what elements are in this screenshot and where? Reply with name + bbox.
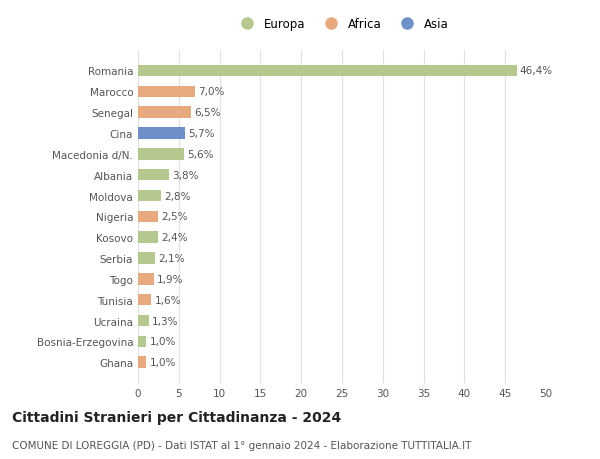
Bar <box>138 107 191 118</box>
Legend: Europa, Africa, Asia: Europa, Africa, Asia <box>230 13 454 35</box>
Bar <box>138 232 158 243</box>
Bar <box>138 169 169 181</box>
Text: 1,3%: 1,3% <box>152 316 178 326</box>
Bar <box>138 336 146 347</box>
Bar <box>138 86 195 98</box>
Text: 2,5%: 2,5% <box>161 212 188 222</box>
Text: 1,9%: 1,9% <box>157 274 183 284</box>
Text: 1,0%: 1,0% <box>149 358 176 367</box>
Bar <box>138 149 184 160</box>
Bar <box>138 253 155 264</box>
Text: COMUNE DI LOREGGIA (PD) - Dati ISTAT al 1° gennaio 2024 - Elaborazione TUTTITALI: COMUNE DI LOREGGIA (PD) - Dati ISTAT al … <box>12 440 472 450</box>
Text: 1,0%: 1,0% <box>149 336 176 347</box>
Bar <box>138 274 154 285</box>
Text: 7,0%: 7,0% <box>199 87 225 97</box>
Bar <box>138 128 185 140</box>
Bar <box>138 357 146 368</box>
Text: 5,6%: 5,6% <box>187 150 214 159</box>
Text: 5,7%: 5,7% <box>188 129 214 139</box>
Text: 6,5%: 6,5% <box>194 108 221 118</box>
Bar <box>138 294 151 306</box>
Text: Cittadini Stranieri per Cittadinanza - 2024: Cittadini Stranieri per Cittadinanza - 2… <box>12 411 341 425</box>
Bar <box>138 315 149 326</box>
Bar <box>138 66 517 77</box>
Text: 3,8%: 3,8% <box>172 170 199 180</box>
Text: 2,1%: 2,1% <box>158 253 185 263</box>
Bar <box>138 190 161 202</box>
Text: 2,8%: 2,8% <box>164 191 191 201</box>
Bar <box>138 211 158 223</box>
Text: 2,4%: 2,4% <box>161 233 187 243</box>
Text: 1,6%: 1,6% <box>154 295 181 305</box>
Text: 46,4%: 46,4% <box>520 67 553 76</box>
